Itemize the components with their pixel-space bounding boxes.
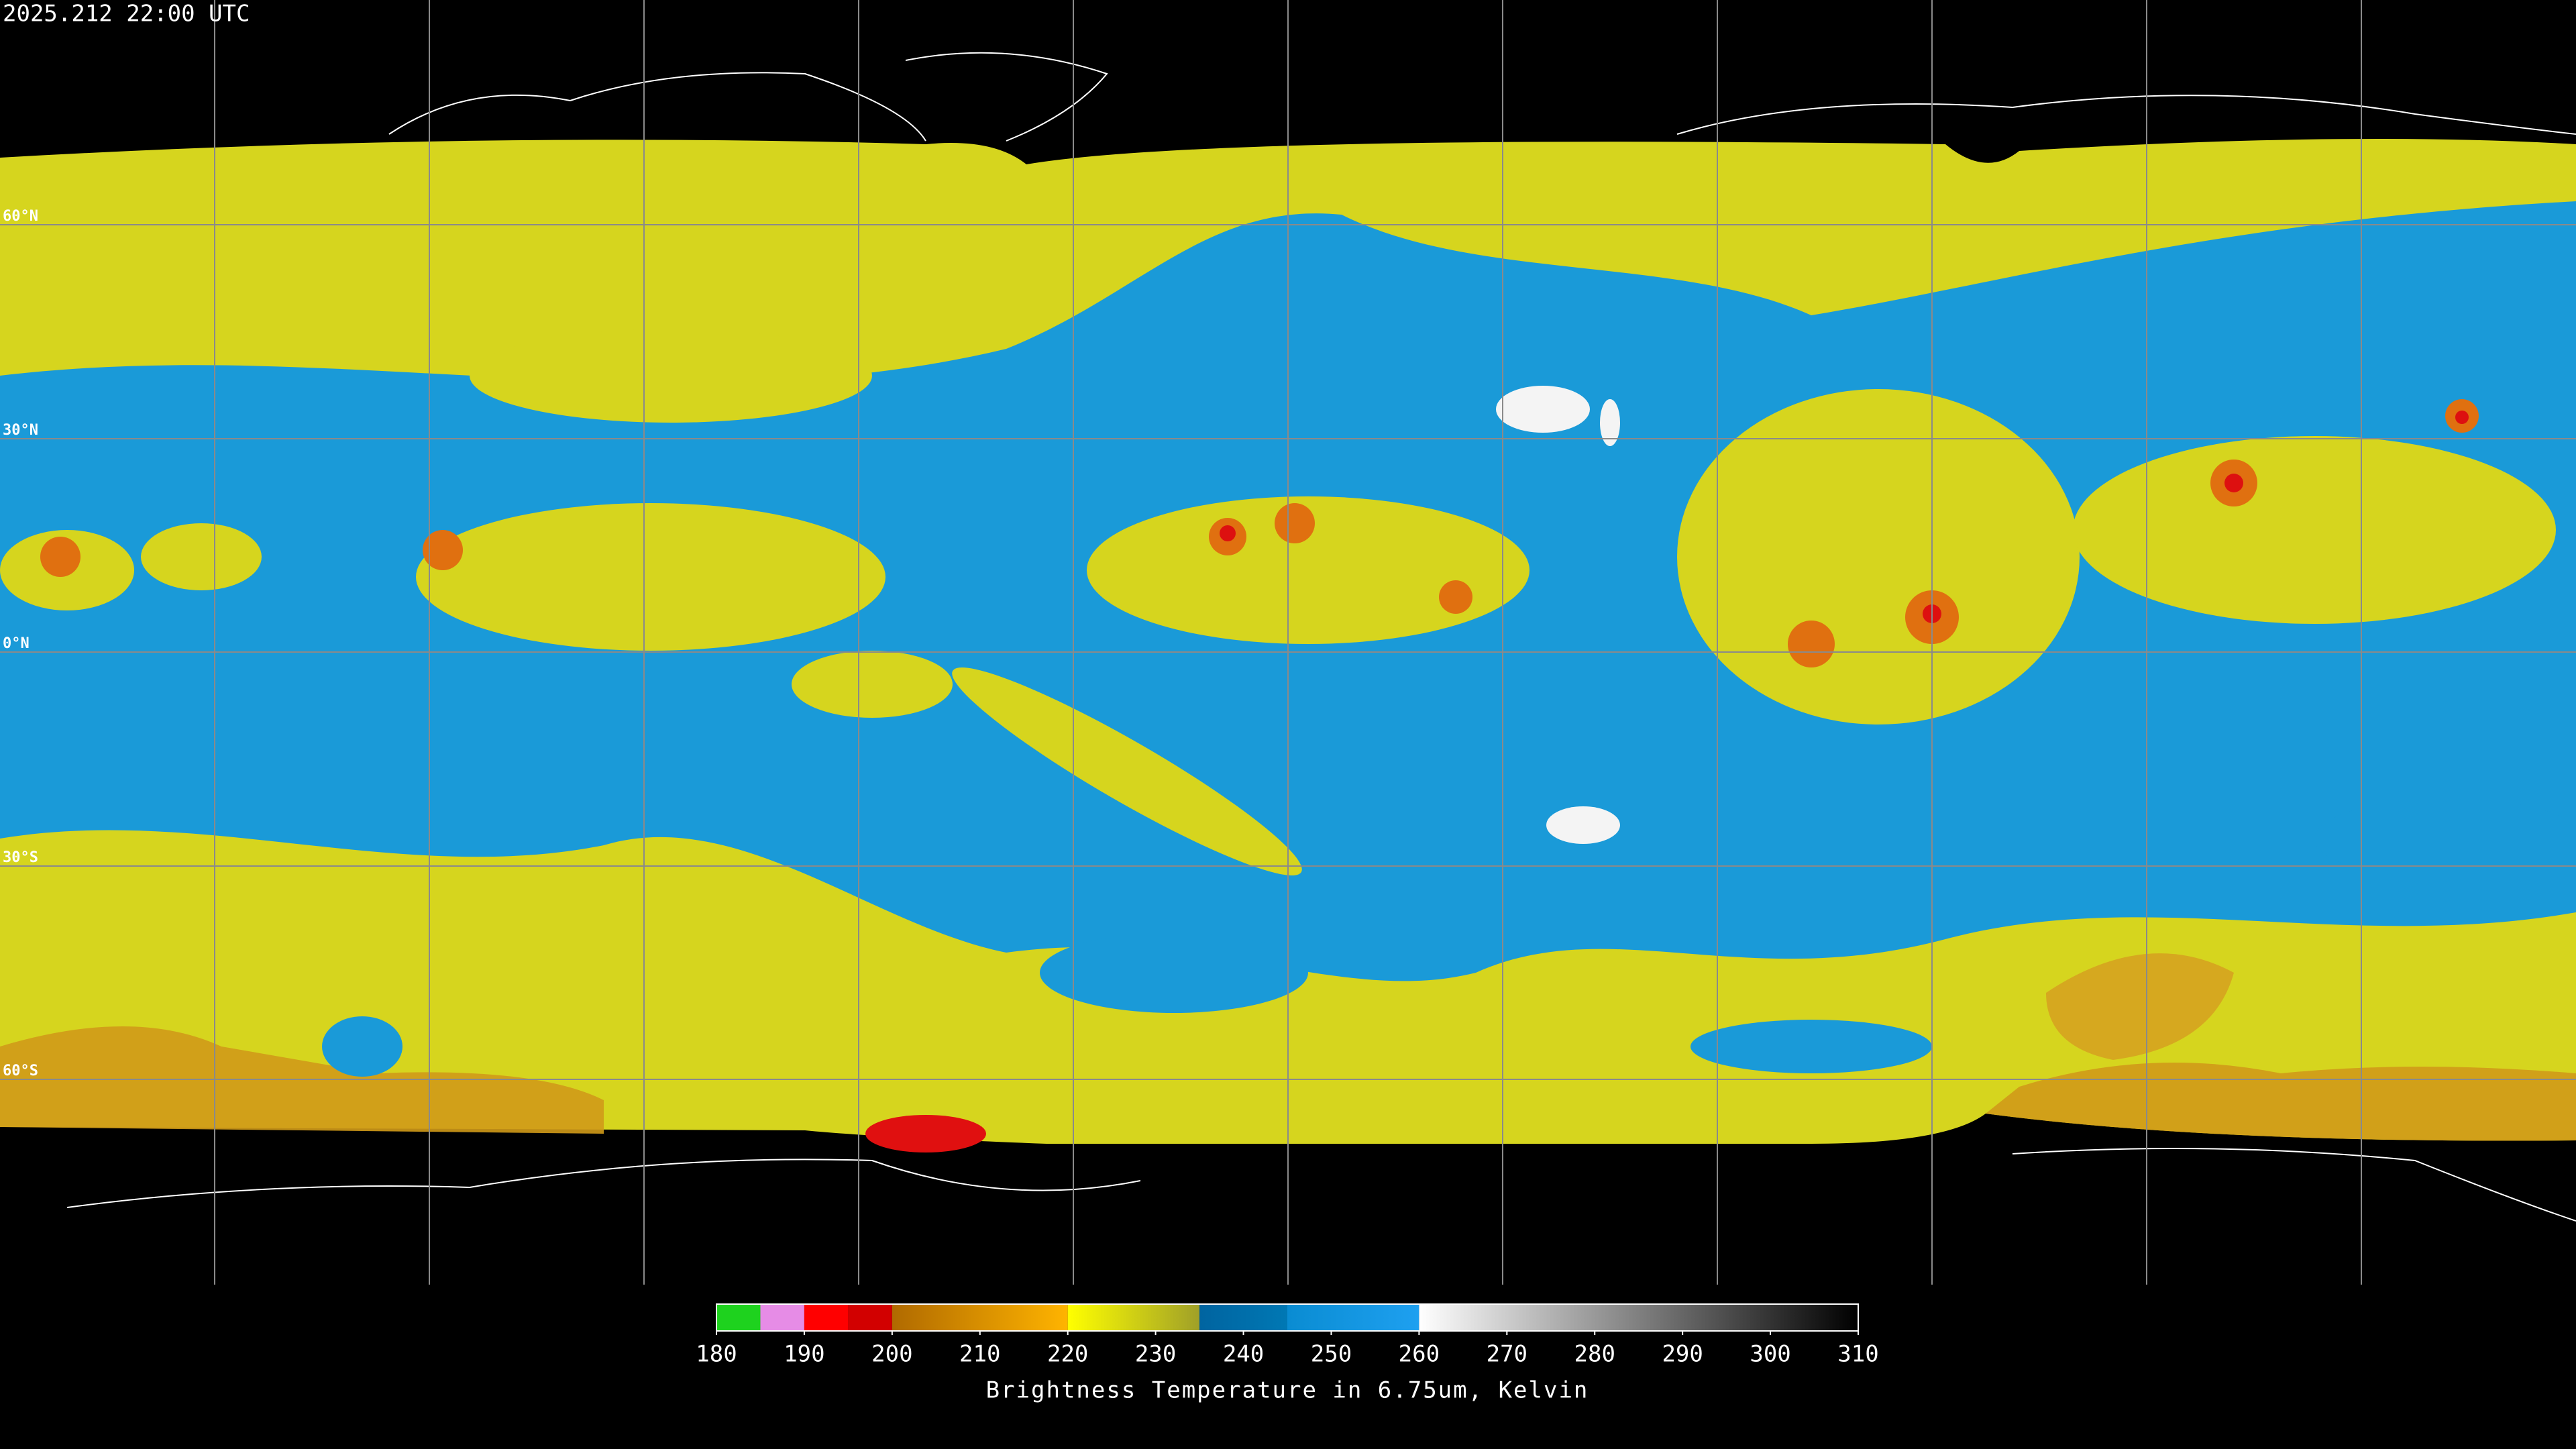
colorbar-segment xyxy=(892,1304,1068,1331)
lat-label: 30°S xyxy=(3,849,38,866)
lat-label: 60°N xyxy=(3,208,38,225)
warm-dry xyxy=(1546,806,1620,844)
convection xyxy=(792,651,953,718)
colorbar-tick-label: 260 xyxy=(1399,1341,1440,1368)
warm-dry xyxy=(1600,399,1620,446)
convection xyxy=(952,667,1302,875)
colorbar-tick-label: 290 xyxy=(1662,1341,1703,1368)
colorbar-segment xyxy=(1067,1304,1200,1331)
antarctic-cold xyxy=(865,1115,986,1152)
colorbar-tick-label: 210 xyxy=(959,1341,1000,1368)
colorbar-tick-label: 230 xyxy=(1135,1341,1176,1368)
dry-swirl xyxy=(2314,798,2576,879)
convection xyxy=(470,329,872,423)
lat-label: 60°S xyxy=(3,1063,38,1079)
colorbar-segment xyxy=(716,1304,761,1331)
colorbar-segment xyxy=(760,1304,804,1331)
colorbar-tick-label: 240 xyxy=(1223,1341,1264,1368)
colorbar: 180 190 200 210 220 230 240 250 260 270 280 290 300 3… xyxy=(696,1303,1879,1368)
convection xyxy=(141,523,262,590)
dry-swirl xyxy=(1690,1020,1932,1073)
warm-dry xyxy=(1496,386,1590,433)
colorbar-segment xyxy=(804,1304,849,1331)
dry-swirl xyxy=(1040,932,1308,1013)
colorbar-tick-label: 190 xyxy=(784,1341,824,1368)
colorbar-segment xyxy=(1287,1304,1419,1331)
lat-label: 30°N xyxy=(3,422,38,439)
convection xyxy=(416,503,885,651)
cold-band xyxy=(2046,953,2234,1060)
colorbar-segment xyxy=(1419,1304,1858,1331)
colorbar-tick-label: 180 xyxy=(696,1341,737,1368)
convection xyxy=(1677,389,2080,724)
colorbar-tick-label: 310 xyxy=(1837,1341,1878,1368)
map: 60°N 30°N 0°N 30°S 60°S xyxy=(0,0,2576,1285)
colorbar-segment xyxy=(848,1304,892,1331)
colorbar-label: Brightness Temperature in 6.75um, Kelvin xyxy=(986,1377,1589,1404)
dry-swirl xyxy=(322,1016,402,1077)
convection xyxy=(2073,436,2556,624)
colorbar-tick-label: 280 xyxy=(1574,1341,1615,1368)
lat-label: 0°N xyxy=(3,635,30,652)
colorbar-tick-label: 220 xyxy=(1047,1341,1088,1368)
timestamp: 2025.212 22:00 UTC xyxy=(3,1,250,28)
colorbar-tick-label: 250 xyxy=(1311,1341,1352,1368)
colorbar-frame xyxy=(716,1303,1859,1332)
graticule xyxy=(0,0,2576,1285)
convection xyxy=(1087,496,1529,644)
colorbar-tick-label: 270 xyxy=(1487,1341,1527,1368)
cold-band xyxy=(1986,1063,2576,1141)
colorbar-tick-label: 200 xyxy=(871,1341,912,1368)
colorbar-segment xyxy=(1199,1304,1287,1331)
coastlines xyxy=(66,52,2576,1222)
very-cold-tops xyxy=(1220,411,2469,623)
colorbar-tick-label: 300 xyxy=(1750,1341,1790,1368)
